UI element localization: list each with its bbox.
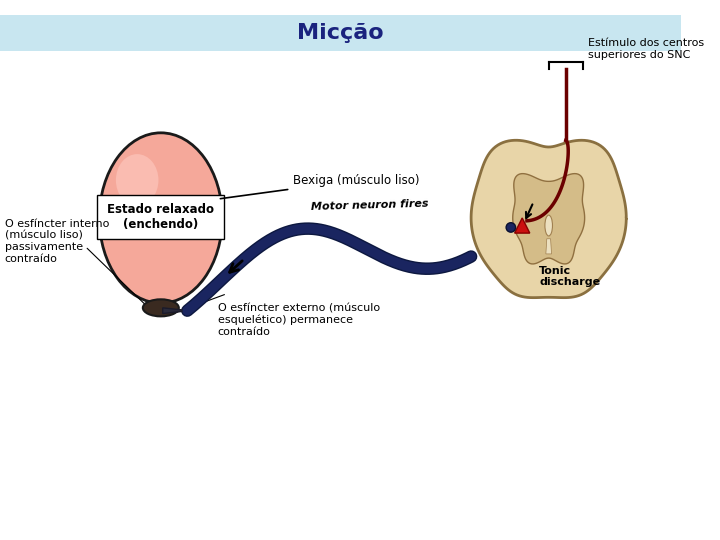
Polygon shape [513,174,585,264]
Ellipse shape [116,154,158,206]
Text: Bexiga (músculo liso): Bexiga (músculo liso) [220,174,420,199]
Circle shape [506,222,516,232]
Text: Tonic
discharge: Tonic discharge [539,266,600,287]
Text: O esfíncter interno
(músculo liso)
passivamente
contraído: O esfíncter interno (músculo liso) passi… [5,219,109,264]
Text: Estado relaxado
(enchendo): Estado relaxado (enchendo) [107,203,215,231]
Polygon shape [515,218,530,233]
Ellipse shape [99,133,222,303]
Polygon shape [546,239,552,254]
Text: Estímulo dos centros
superiores do SNC: Estímulo dos centros superiores do SNC [588,38,705,60]
Text: Micção: Micção [297,23,384,43]
FancyBboxPatch shape [97,195,224,239]
Polygon shape [163,308,189,314]
Polygon shape [471,140,626,298]
Ellipse shape [143,299,179,316]
Text: O esfíncter externo (músculo
esquelético) permanece
contraído: O esfíncter externo (músculo esquelético… [217,303,379,337]
Text: Motor neuron fires: Motor neuron fires [310,199,428,212]
Ellipse shape [545,215,552,236]
FancyBboxPatch shape [0,15,681,51]
